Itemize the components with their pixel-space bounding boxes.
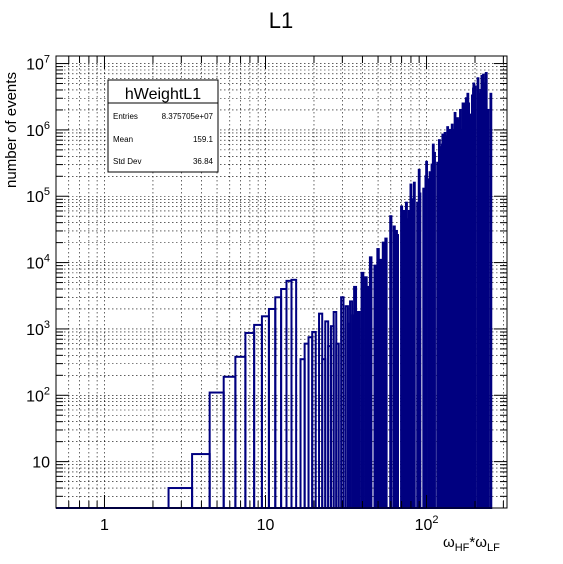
stats-mean-label: Mean	[113, 135, 133, 144]
histogram-bar	[433, 151, 436, 510]
histogram-bar	[364, 276, 368, 510]
histogram-bar	[428, 171, 432, 509]
x-axis-ticks	[55, 56, 504, 508]
y-tick-label: 107	[26, 54, 50, 74]
histogram-bar	[407, 209, 411, 509]
histogram-bar	[368, 256, 373, 510]
histogram-bar	[456, 119, 460, 509]
x-tick-label: 1	[100, 517, 109, 534]
histogram-bar	[290, 278, 298, 509]
histogram-bar	[360, 271, 365, 510]
y-tick-label: 104	[26, 253, 50, 273]
histogram-bars	[56, 72, 493, 510]
histogram-bar	[404, 201, 408, 509]
x-axis-tick-labels: 1 10 102	[100, 514, 438, 534]
histogram-bar	[448, 128, 452, 510]
histogram-bar	[384, 237, 388, 509]
x-tick-label: 102	[415, 514, 439, 534]
histogram-bar	[484, 72, 488, 509]
histogram-bar	[486, 108, 490, 510]
histogram-bar	[410, 198, 414, 509]
histogram-bar	[376, 248, 380, 509]
histogram-bar	[453, 111, 457, 509]
y-tick-label: 10	[32, 455, 50, 472]
histogram-bar	[436, 161, 440, 510]
histogram-bar	[353, 285, 358, 509]
histogram-bar	[402, 209, 406, 509]
stats-stddev-value: 36.84	[193, 157, 214, 166]
stats-mean-value: 159.1	[193, 135, 214, 144]
histogram-bar	[438, 146, 442, 509]
histogram-bar	[418, 192, 422, 510]
histogram-bar	[389, 215, 393, 510]
histogram-bar	[467, 102, 471, 509]
x-axis-label: ωHF*ωLF	[443, 534, 500, 554]
stats-box-title: hWeightL1	[125, 86, 201, 103]
stats-stddev-label: Std Dev	[113, 157, 141, 166]
stats-box-frame	[107, 79, 219, 173]
histogram-bar	[191, 453, 211, 510]
x-tick-label: 10	[257, 517, 275, 534]
y-tick-label: 103	[26, 319, 50, 339]
plot-frame	[55, 55, 508, 509]
histogram-bar	[311, 330, 317, 510]
histogram-bar	[379, 258, 383, 509]
y-axis-label: number of events	[3, 72, 20, 188]
histogram-bar	[462, 102, 466, 509]
chart-title: L1	[269, 8, 293, 33]
histogram-bar	[425, 160, 428, 510]
y-axis-ticks	[56, 63, 507, 509]
y-axis-tick-labels: 10 102 103 104 105 106 107	[26, 54, 50, 472]
y-tick-label: 102	[26, 385, 50, 405]
histogram-bar	[167, 487, 194, 510]
histogram-bar	[395, 234, 400, 510]
histogram-bar	[477, 92, 481, 510]
histogram-bar	[473, 85, 477, 509]
histogram-bar	[400, 205, 404, 509]
histogram-bar	[446, 126, 450, 510]
y-tick-label: 106	[26, 120, 50, 140]
histogram-bar	[489, 92, 493, 510]
y-tick-label: 105	[26, 186, 50, 206]
stats-entries-label: Entries	[113, 112, 138, 121]
histogram-bar	[482, 73, 485, 509]
histogram-bar	[412, 181, 416, 510]
histogram-bar	[335, 342, 340, 509]
stats-entries-value: 8.375705e+07	[162, 112, 214, 121]
stats-box: hWeightL1 Entries 8.375705e+07 Mean 159.…	[107, 79, 219, 173]
histogram-bar	[356, 311, 361, 509]
